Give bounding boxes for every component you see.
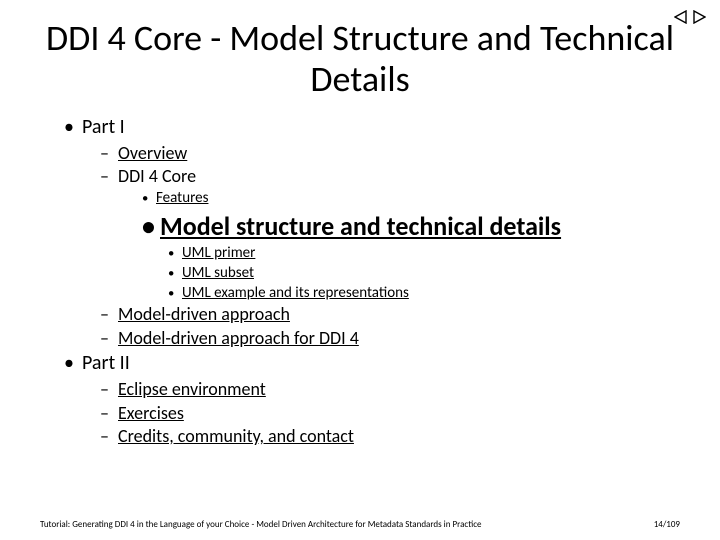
list-item: Model-driven approach for DDI 4: [40, 327, 680, 350]
slide: DDI 4 Core - Model Structure and Technic…: [0, 0, 720, 540]
list-item: Credits, community, and contact: [40, 425, 680, 448]
list-item: Overview: [40, 142, 680, 165]
page-number: 14/109: [654, 519, 680, 530]
nav-next-icon[interactable]: [692, 10, 706, 24]
part2-heading: Part II: [40, 351, 680, 376]
link-mda[interactable]: Model-driven approach: [118, 303, 290, 325]
list-item: Eclipse environment: [40, 378, 680, 401]
slide-title: DDI 4 Core - Model Structure and Technic…: [40, 18, 680, 101]
link-mda-ddi4[interactable]: Model-driven approach for DDI 4: [118, 327, 359, 349]
footer: Tutorial: Generating DDI 4 in the Langua…: [40, 519, 680, 530]
list-item: Model structure and technical details: [40, 210, 680, 243]
outline: Part I Overview DDI 4 Core Features Mode…: [40, 115, 680, 448]
list-item: Model-driven approach: [40, 303, 680, 326]
list-item: DDI 4 Core: [40, 165, 680, 188]
nav-icons: [674, 10, 706, 24]
list-item: Features: [40, 189, 680, 208]
list-item: UML subset: [40, 264, 680, 283]
text-ddi4core: DDI 4 Core: [118, 165, 196, 187]
list-item: Exercises: [40, 402, 680, 425]
footer-text: Tutorial: Generating DDI 4 in the Langua…: [40, 519, 482, 530]
link-credits[interactable]: Credits, community, and contact: [118, 425, 354, 447]
link-exercises[interactable]: Exercises: [118, 402, 184, 424]
list-item: UML example and its representations: [40, 284, 680, 303]
link-uml-example[interactable]: UML example and its representations: [182, 284, 409, 302]
nav-prev-icon[interactable]: [674, 10, 688, 24]
link-features[interactable]: Features: [156, 189, 208, 207]
list-item: UML primer: [40, 244, 680, 263]
link-overview[interactable]: Overview: [118, 142, 187, 164]
link-uml-primer[interactable]: UML primer: [182, 244, 255, 262]
link-model-structure[interactable]: Model structure and technical details: [160, 210, 561, 242]
link-eclipse[interactable]: Eclipse environment: [118, 378, 266, 400]
link-uml-subset[interactable]: UML subset: [182, 264, 254, 282]
part1-heading: Part I: [40, 115, 680, 140]
